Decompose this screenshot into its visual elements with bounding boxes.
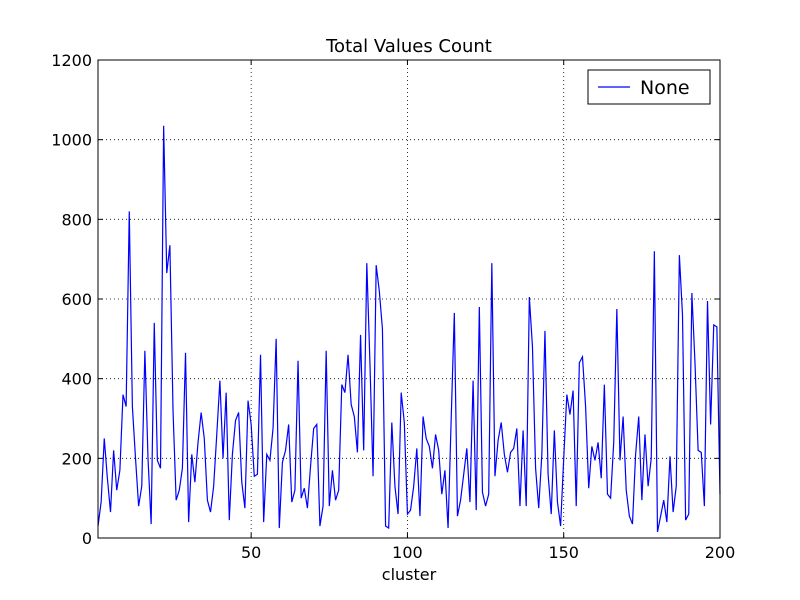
chart-title: Total Values Count: [325, 36, 492, 57]
x-tick-label: 150: [548, 543, 579, 562]
legend-label: None: [640, 77, 690, 99]
y-tick-label: 600: [61, 290, 92, 309]
y-tick-label: 800: [61, 210, 92, 229]
x-axis-label: cluster: [382, 565, 437, 584]
y-tick-label: 1000: [51, 131, 92, 150]
y-tick-label: 200: [61, 449, 92, 468]
x-tick-label: 200: [705, 543, 736, 562]
x-tick-label: 100: [392, 543, 423, 562]
y-tick-label: 0: [82, 529, 92, 548]
y-tick-label: 400: [61, 370, 92, 389]
x-tick-label: 50: [241, 543, 261, 562]
y-tick-label: 1200: [51, 51, 92, 70]
plot-frame: [97, 59, 721, 539]
data-line: [97, 125, 721, 533]
legend-box: [587, 69, 711, 105]
